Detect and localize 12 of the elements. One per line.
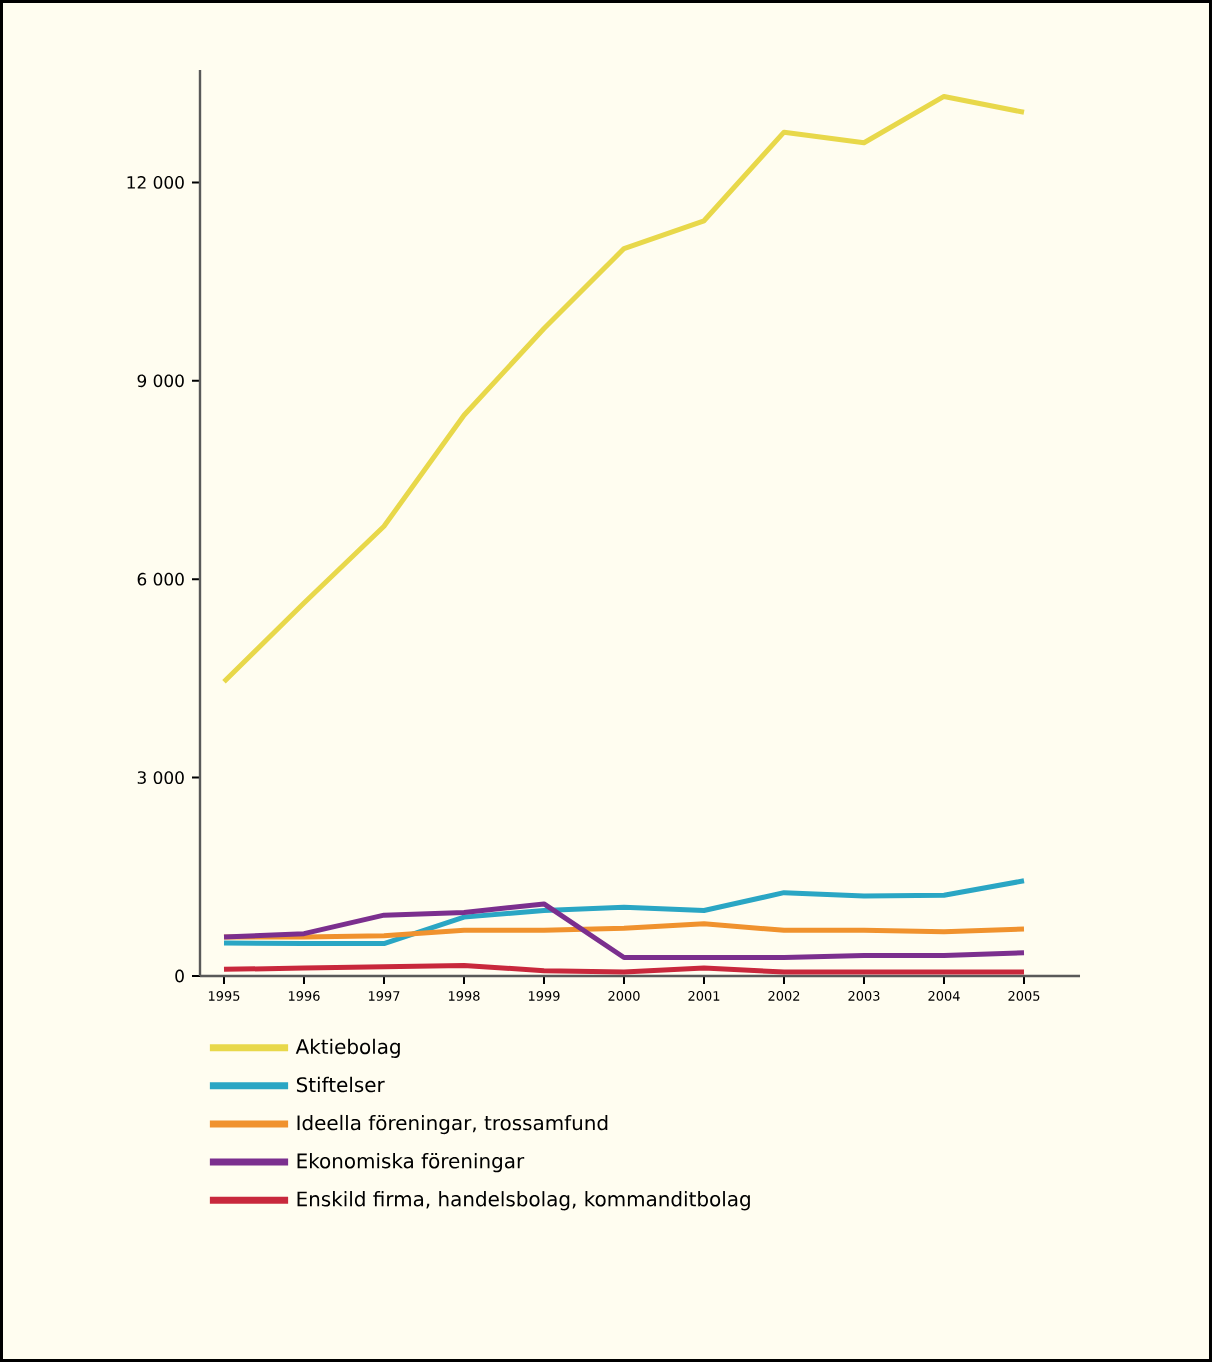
y-tick-label: 3 000 — [137, 771, 184, 785]
y-tick-label: 9 000 — [137, 374, 184, 388]
legend-label: Stiftelser — [296, 1076, 385, 1093]
legend-label: Ideella föreningar, trossamfund — [297, 1114, 608, 1135]
legend-label: Enskild firma, handelsbolag, kommanditbolag — [297, 1191, 750, 1211]
y-tick-label: 6 000 — [137, 572, 184, 586]
y-tick-label: 12 000 — [127, 176, 184, 189]
line-series — [221, 878, 1027, 947]
legend-label: Ekonomiska föreningar — [297, 1152, 525, 1173]
y-tick-label: 0 — [175, 969, 184, 983]
legend-label: Aktiebolag — [295, 1038, 400, 1059]
line-series — [221, 93, 1027, 685]
